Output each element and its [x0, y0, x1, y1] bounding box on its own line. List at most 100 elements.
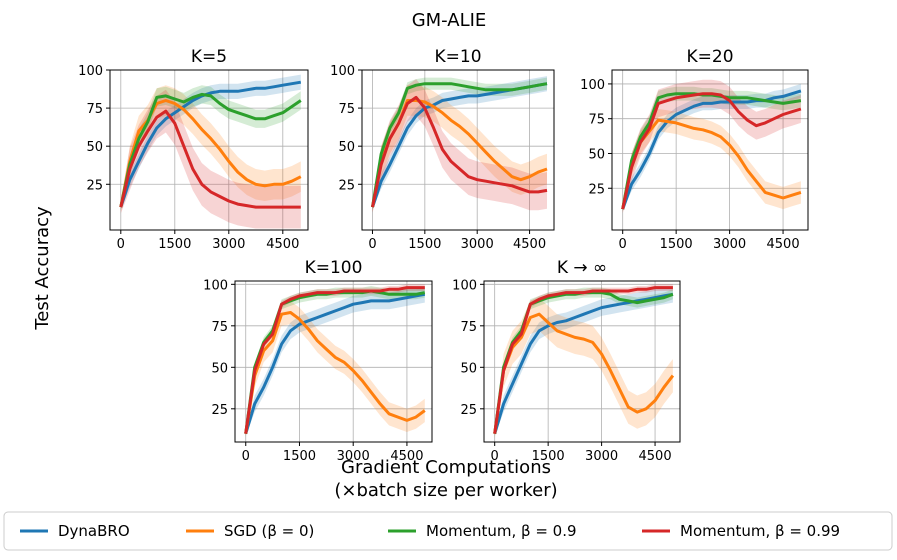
legend-label-mom09: Momentum, β = 0.9 — [426, 522, 577, 540]
x-tick-label: 3000 — [585, 449, 618, 464]
x-tick-label: 1500 — [532, 449, 565, 464]
y-tick-label: 100 — [580, 78, 605, 93]
panel-data — [244, 284, 426, 438]
x-tick-label: 3000 — [713, 237, 746, 252]
panel-data — [371, 76, 548, 213]
band-dynabro — [372, 76, 547, 210]
band-mom09 — [120, 85, 301, 210]
x-tick-label: 1500 — [158, 237, 191, 252]
panel-frame — [234, 280, 433, 443]
x-tick-label: 0 — [368, 237, 376, 252]
series-line-mom099 — [244, 286, 425, 434]
panel-2: 0 1500 3000 4500 25 50 75 100 K=10 — [330, 47, 555, 252]
panel-title: K=100 — [305, 258, 363, 278]
y-tick-label: 75 — [460, 320, 477, 335]
series-line-dynabro — [621, 89, 802, 210]
legend-label-mom099: Momentum, β = 0.99 — [680, 522, 840, 540]
panel-title: K=5 — [191, 47, 227, 67]
band-sgd — [622, 109, 801, 213]
y-tick-label: 50 — [460, 361, 477, 376]
panel-frame — [611, 69, 809, 231]
panel-data — [621, 79, 802, 214]
panel-1: 0 1500 3000 4500 25 50 75 100 K=5 — [78, 47, 309, 252]
band-mom099 — [372, 79, 547, 213]
panel-frame — [483, 280, 681, 443]
series-line-dynabro — [244, 292, 426, 435]
y-tick-label: 75 — [338, 102, 355, 117]
legend-label-sgd: SGD (β = 0) — [224, 522, 314, 540]
y-tick-label: 100 — [203, 278, 228, 293]
series-line-mom099 — [119, 109, 301, 209]
x-tick-label: 1500 — [660, 237, 693, 252]
x-tick-label: 0 — [117, 237, 125, 252]
y-tick-label: 25 — [338, 178, 355, 193]
legend: DynaBRO SGD (β = 0) Momentum, β = 0.9 Mo… — [3, 511, 893, 551]
series-line-mom09 — [371, 82, 548, 208]
panel-data — [493, 284, 675, 439]
panel-3: 0 1500 3000 4500 25 50 75 100 K=20 — [580, 47, 809, 252]
series-line-mom099 — [371, 95, 548, 208]
figure-title: GM-ALIE — [412, 10, 487, 31]
y-tick-label: 50 — [86, 140, 103, 155]
x-tick-label: 0 — [619, 237, 627, 252]
panel-title: K=20 — [686, 47, 733, 67]
panel-frame — [361, 69, 555, 231]
y-tick-label: 75 — [86, 102, 103, 117]
band-mom099 — [120, 89, 301, 229]
x-tick-label: 1500 — [408, 237, 441, 252]
band-sgd — [372, 85, 547, 212]
panels: 0 1500 3000 4500 25 50 75 100 K=5 0 1500 3000 4500 25… — [78, 47, 809, 464]
y-tick-label: 100 — [452, 278, 477, 293]
band-mom09 — [372, 77, 547, 209]
series-line-mom099 — [621, 92, 802, 210]
y-tick-label: 25 — [588, 182, 605, 197]
series-line-dynabro — [493, 292, 674, 435]
x-tick-label: 0 — [242, 449, 250, 464]
x-tick-label: 0 — [491, 449, 499, 464]
x-tick-label: 4500 — [390, 449, 423, 464]
y-tick-label: 75 — [588, 113, 605, 128]
x-axis-label-line1: Gradient Computations — [341, 457, 551, 478]
x-axis-label-line2: (×batch size per worker) — [334, 480, 557, 501]
x-tick-label: 4500 — [513, 237, 546, 252]
y-tick-label: 50 — [588, 147, 605, 162]
panel-frame — [109, 69, 309, 231]
series-line-sgd — [621, 118, 802, 210]
band-sgd — [120, 85, 301, 212]
x-tick-label: 4500 — [266, 237, 299, 252]
y-tick-label: 25 — [460, 403, 477, 418]
x-tick-label: 4500 — [639, 449, 672, 464]
band-sgd — [494, 297, 673, 439]
series-line-mom099 — [493, 286, 673, 434]
band-mom09 — [494, 287, 673, 436]
band-mom09 — [622, 86, 801, 212]
series-line-sgd — [244, 311, 426, 434]
band-dynabro — [120, 74, 301, 210]
band-mom099 — [622, 79, 801, 214]
y-tick-label: 50 — [211, 361, 228, 376]
series-line-sgd — [493, 312, 675, 434]
y-tick-label: 25 — [86, 178, 103, 193]
band-dynabro — [245, 286, 425, 437]
panel-4: 0 1500 3000 4500 25 50 75 100 K=100 — [203, 258, 433, 464]
x-tick-label: 4500 — [767, 237, 800, 252]
panel-5: 0 1500 3000 4500 25 50 75 100 K → ∞ — [452, 258, 681, 464]
x-tick-label: 3000 — [212, 237, 245, 252]
band-dynabro — [494, 286, 673, 437]
y-tick-label: 75 — [211, 320, 228, 335]
legend-label-dynabro: DynaBRO — [58, 522, 130, 540]
x-tick-label: 3000 — [461, 237, 494, 252]
x-tick-label: 3000 — [337, 449, 370, 464]
y-tick-label: 100 — [78, 64, 103, 79]
series-line-mom09 — [119, 92, 302, 208]
x-tick-label: 1500 — [283, 449, 316, 464]
series-line-dynabro — [119, 80, 302, 208]
y-tick-label: 25 — [211, 403, 228, 418]
panel-data — [119, 74, 302, 229]
y-axis-label: Test Accuracy — [32, 206, 53, 331]
panel-title: K=10 — [434, 47, 481, 67]
y-tick-label: 100 — [330, 64, 355, 79]
band-dynabro — [622, 83, 801, 212]
